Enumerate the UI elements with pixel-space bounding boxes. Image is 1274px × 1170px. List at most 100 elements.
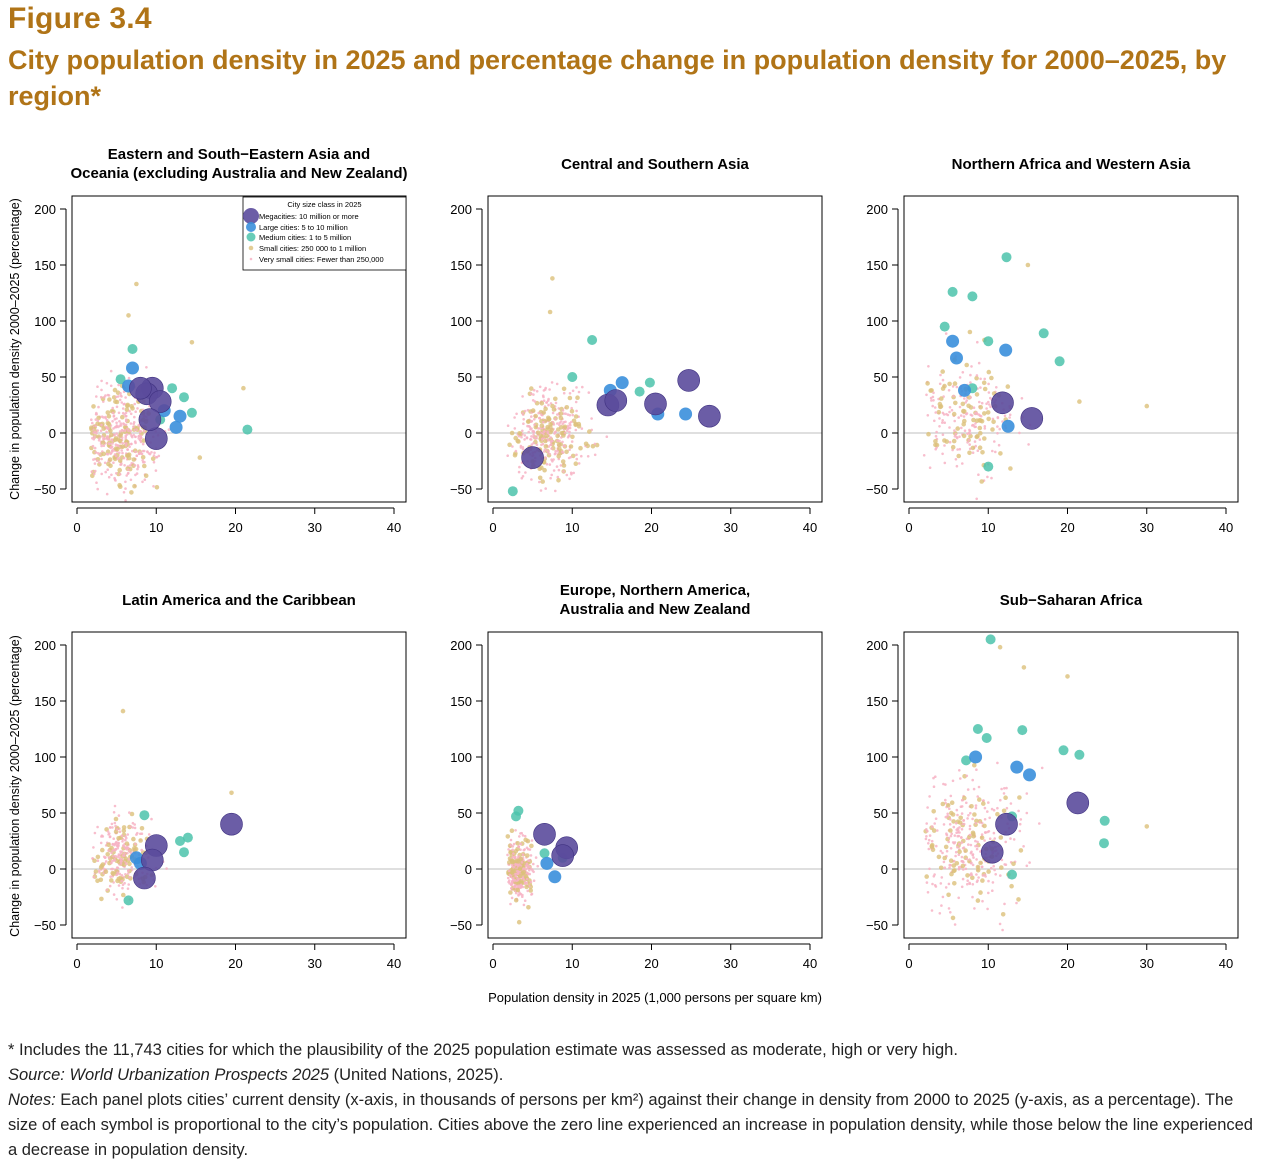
very-small-city-point [112, 427, 115, 430]
very-small-city-point [127, 429, 130, 433]
panel-frame [487, 195, 823, 503]
very-small-city-point [132, 422, 135, 426]
very-small-city-point [995, 386, 998, 389]
small-city-point [116, 876, 122, 882]
very-small-city-point [101, 835, 105, 838]
very-small-city-point [115, 421, 118, 425]
very-small-city-point [1012, 838, 1016, 841]
very-small-city-point [512, 842, 516, 846]
very-small-city-point [126, 472, 130, 475]
very-small-city-point [953, 435, 957, 438]
very-small-city-point [966, 817, 969, 820]
very-small-city-point [523, 434, 527, 437]
mega-city-point [148, 390, 172, 413]
medium-city-point [1038, 328, 1049, 339]
y-tick-label: 100 [450, 750, 472, 765]
very-small-city-point [976, 340, 979, 344]
small-city-point [974, 392, 980, 397]
very-small-city-point [510, 887, 513, 890]
medium-city-point [967, 291, 978, 302]
very-small-city-point [605, 435, 609, 439]
small-city-point [560, 459, 566, 464]
y-tick-label: 150 [34, 258, 56, 273]
very-small-city-point [954, 822, 958, 825]
very-small-city-point [152, 460, 156, 464]
figure-label: Figure 3.4 [8, 2, 152, 35]
legend-marker-medium [246, 232, 256, 242]
small-city-point [509, 859, 515, 864]
very-small-city-point [124, 423, 128, 427]
very-small-city-point [952, 394, 955, 398]
very-small-city-point [140, 848, 143, 852]
very-small-city-point [114, 824, 117, 828]
very-small-city-point [1002, 792, 1006, 795]
very-small-city-point [965, 857, 968, 861]
very-small-city-point [127, 857, 131, 861]
very-small-city-point [953, 923, 957, 926]
very-small-city-point [120, 449, 123, 452]
large-city-point [999, 343, 1013, 357]
very-small-city-point [1003, 787, 1006, 790]
very-small-city-point [971, 817, 974, 821]
small-city-point [103, 869, 109, 874]
very-small-city-point [926, 829, 929, 833]
medium-city-point [983, 461, 994, 472]
plot-area [922, 252, 1150, 501]
very-small-city-point [941, 433, 945, 437]
medium-city-point [972, 724, 983, 734]
source-title: World Urbanization Prospects 2025 [69, 1066, 330, 1084]
very-small-city-point [949, 863, 952, 867]
small-city-point [540, 479, 545, 484]
small-city-point [940, 801, 946, 807]
very-small-city-point [529, 880, 533, 884]
medium-city-point [167, 383, 178, 394]
y-tick-label: 0 [465, 426, 472, 441]
very-small-city-point [105, 492, 109, 496]
very-small-city-point [1020, 397, 1024, 400]
small-city-point [548, 422, 553, 427]
very-small-city-point [965, 801, 968, 805]
very-small-city-point [146, 450, 149, 453]
small-city-point [1021, 665, 1027, 670]
very-small-city-point [988, 816, 991, 820]
panel-title-line: Northern Africa and Western Asia [952, 156, 1191, 173]
small-city-point [553, 396, 558, 402]
very-small-city-point [986, 830, 989, 834]
very-small-city-point [131, 821, 135, 825]
very-small-city-point [123, 429, 127, 432]
very-small-city-point [128, 811, 131, 814]
very-small-city-point [951, 385, 955, 388]
small-city-point [956, 453, 961, 459]
small-city-point [111, 871, 116, 877]
very-small-city-point [127, 883, 130, 886]
very-small-city-point [534, 856, 538, 859]
very-small-city-point [510, 896, 514, 900]
very-small-city-point [999, 960, 1002, 963]
very-small-city-point [570, 473, 573, 476]
large-city-point [126, 361, 139, 375]
very-small-city-point [925, 822, 928, 825]
small-city-point [150, 456, 156, 462]
small-city-point [998, 451, 1003, 456]
very-small-city-point [943, 461, 947, 465]
very-small-city-point [960, 836, 963, 839]
very-small-city-point [92, 846, 95, 849]
very-small-city-point [991, 889, 994, 892]
very-small-city-point [533, 400, 537, 403]
very-small-city-point [124, 419, 128, 423]
very-small-city-point [948, 410, 951, 414]
notes-label: Notes: [8, 1091, 56, 1109]
small-city-point [140, 455, 146, 460]
panel-frame [487, 631, 823, 939]
small-city-point [197, 455, 203, 460]
very-small-city-point [986, 475, 989, 479]
very-small-city-point [514, 886, 517, 889]
very-small-city-point [120, 834, 124, 837]
very-small-city-point [1009, 837, 1012, 840]
very-small-city-point [1003, 902, 1006, 906]
very-small-city-point [100, 423, 103, 427]
very-small-city-point [965, 774, 969, 778]
very-small-city-point [925, 828, 928, 831]
small-city-point [957, 849, 962, 854]
y-tick-label: 150 [450, 258, 472, 273]
